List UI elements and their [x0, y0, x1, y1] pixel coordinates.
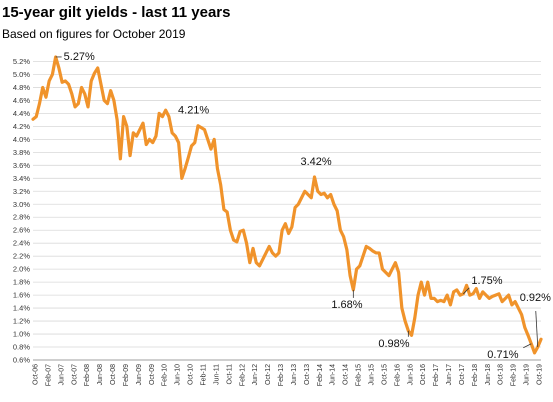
x-tick-label: Jun-15 — [369, 364, 376, 386]
y-tick-label: 3.6% — [13, 161, 30, 170]
x-tick-label: Jun-13 — [291, 364, 298, 386]
y-tick-label: 4.2% — [13, 122, 30, 131]
x-tick-label: Feb-18 — [472, 364, 479, 386]
y-tick-label: 0.8% — [13, 343, 30, 352]
annotation-label: 1.75% — [471, 275, 502, 287]
y-tick-label: 3.0% — [13, 200, 30, 209]
x-tick-label: Oct-18 — [498, 364, 505, 385]
chart-subtitle: Based on figures for October 2019 — [2, 27, 186, 41]
x-tick-label: Oct-06 — [33, 364, 40, 385]
y-tick-label: 4.4% — [13, 109, 30, 118]
y-tick-label: 2.4% — [13, 239, 30, 248]
series-layer — [31, 55, 543, 355]
y-tick-label: 5.0% — [13, 70, 30, 79]
annotations: 5.27% 4.21% 3.42% 1.68% 0.98% 1.75% 0.71% 0.92% — [55, 51, 551, 361]
x-tick-label: Jun-08 — [97, 364, 104, 386]
x-tick-label: Jun-17 — [446, 364, 453, 386]
y-tick-label: 1.2% — [13, 317, 30, 326]
x-tick-label: Oct-09 — [149, 364, 156, 385]
x-tick-label: Jun-09 — [136, 364, 143, 386]
x-tick-label: Jun-14 — [330, 364, 337, 386]
annotation-label: 3.42% — [301, 156, 332, 168]
y-tick-label: 5.2% — [13, 57, 30, 66]
x-tick-label: Feb-15 — [356, 364, 363, 386]
x-tick-label: Oct-12 — [265, 364, 272, 385]
x-tick-label: Jun-18 — [485, 364, 492, 386]
x-tick-label: Jun-10 — [175, 364, 182, 386]
y-tick-label: 2.6% — [13, 226, 30, 235]
x-tick-label: Oct-08 — [110, 364, 117, 385]
x-tick-label: Oct-16 — [420, 364, 427, 385]
annotation-label: 0.92% — [520, 292, 551, 304]
x-tick-label: Oct-11 — [226, 364, 233, 385]
chart-title: 15-year gilt yields - last 11 years — [2, 4, 231, 21]
x-tick-label: Feb-16 — [394, 364, 401, 386]
annotation-label: 1.68% — [331, 299, 362, 311]
x-tick-label: Oct-15 — [381, 364, 388, 385]
x-tick-label: Oct-19 — [537, 364, 544, 385]
x-tick-label: Oct-17 — [459, 364, 466, 385]
annotation-label: 5.27% — [64, 51, 95, 63]
y-tick-label: 2.0% — [13, 265, 30, 274]
x-tick-label: Jun-12 — [252, 364, 259, 386]
x-tick-label: Feb-19 — [511, 364, 518, 386]
y-tick-label: 1.4% — [13, 304, 30, 313]
y-tick-label: 3.2% — [13, 187, 30, 196]
grid — [33, 61, 541, 361]
annotation-leader — [523, 343, 532, 349]
y-tick-label: 4.6% — [13, 96, 30, 105]
x-tick-label: Feb-07 — [45, 364, 52, 386]
y-tick-label: 1.8% — [13, 278, 30, 287]
y-tick-label: 2.2% — [13, 252, 30, 261]
x-tick-label: Oct-13 — [304, 364, 311, 385]
x-tick-label: Feb-08 — [84, 364, 91, 386]
y-tick-label: 1.6% — [13, 291, 30, 300]
x-tick-label: Feb-10 — [162, 364, 169, 386]
y-tick-label: 3.4% — [13, 174, 30, 183]
annotation-label: 4.21% — [178, 105, 209, 117]
annotation-leader — [463, 287, 470, 295]
x-tick-label: Feb-14 — [317, 364, 324, 386]
x-tick-label: Jun-07 — [58, 364, 65, 386]
y-tick-label: 4.8% — [13, 83, 30, 92]
x-tick-label: Oct-14 — [343, 364, 350, 385]
x-tick-label: Feb-12 — [239, 364, 246, 386]
x-tick-label: Jun-11 — [213, 364, 220, 385]
x-tick-label: Feb-13 — [278, 364, 285, 386]
y-tick-label: 4.0% — [13, 135, 30, 144]
x-tick-label: Feb-11 — [201, 364, 208, 386]
y-tick-label: 1.0% — [13, 330, 30, 339]
x-tick-label: Oct-07 — [71, 364, 78, 385]
x-tick-label: Feb-17 — [433, 364, 440, 386]
y-tick-label: 2.8% — [13, 213, 30, 222]
y-axis: 0.6% 0.8% 1.0% 1.2% 1.4% 1.6% 1.8% 2.0% 2.2% 2.4%… — [13, 57, 30, 365]
x-tick-label: Oct-10 — [188, 364, 195, 385]
x-tick-label: Jun-19 — [524, 364, 531, 386]
x-tick-label: Feb-09 — [123, 364, 130, 386]
series-line — [31, 55, 543, 355]
annotation-label: 0.71% — [487, 349, 518, 361]
x-tick-label: Jun-16 — [407, 364, 414, 386]
y-tick-label: 3.8% — [13, 148, 30, 157]
y-tick-label: 0.6% — [13, 356, 30, 365]
annotation-label: 0.98% — [378, 338, 409, 350]
x-axis: Oct-06 Feb-07 Jun-07 Oct-07 Feb-08 Jun-08 Oct-… — [33, 364, 544, 386]
annotation-leader — [535, 310, 539, 348]
